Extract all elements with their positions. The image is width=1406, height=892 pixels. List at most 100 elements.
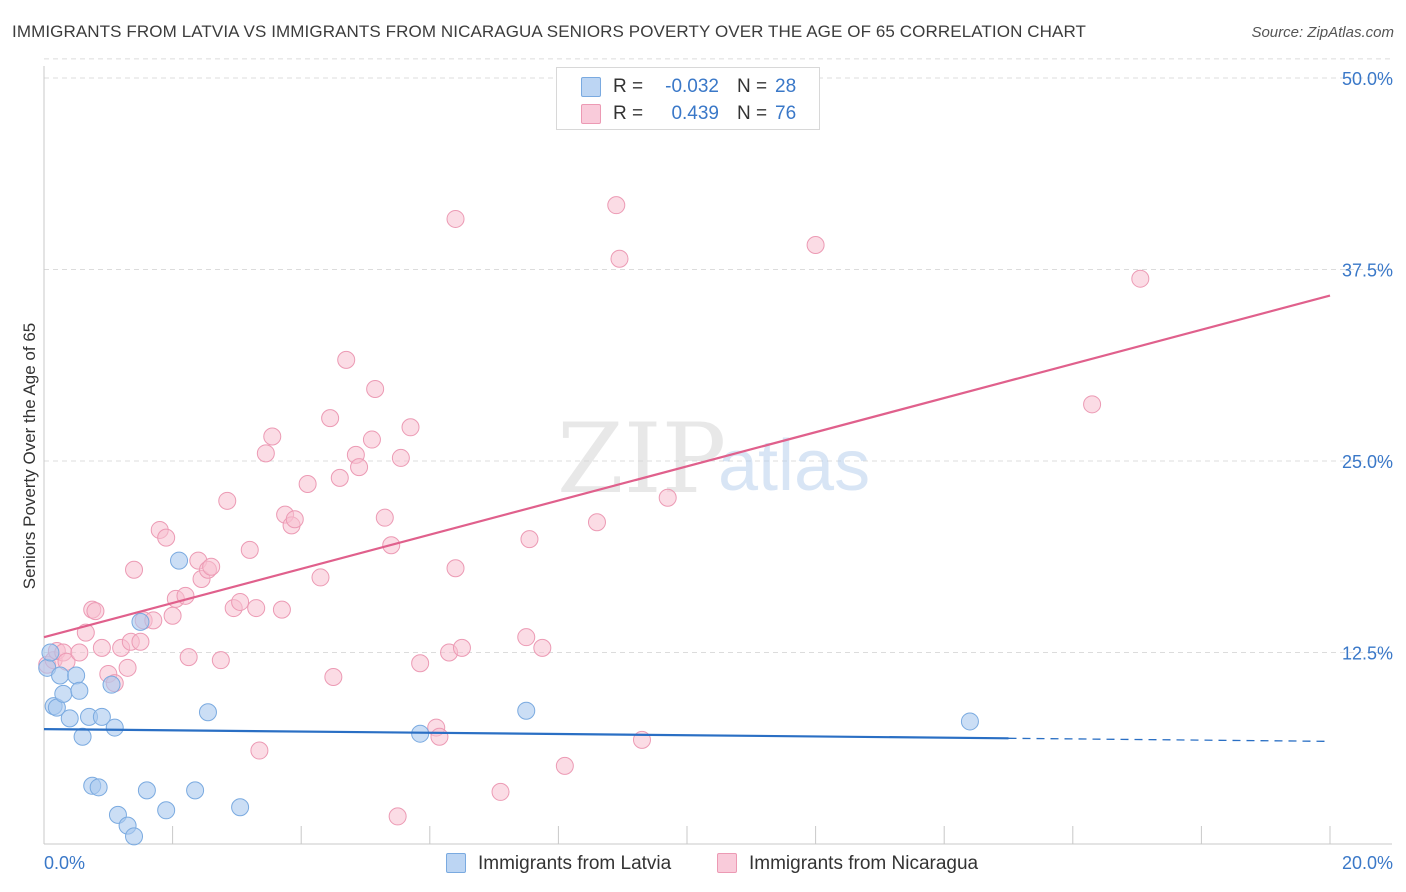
legend-r-value-nicaragua: 0.439 — [671, 103, 719, 124]
nicaragua-point — [607, 196, 626, 215]
nicaragua-point — [70, 643, 89, 662]
x-tick-label-min: 0.0% — [44, 853, 85, 873]
nicaragua-point — [321, 409, 340, 428]
latvia-point — [67, 666, 86, 685]
correlation-legend: R = -0.032 N = 28 R = 0.439 N = 76 — [556, 67, 820, 130]
nicaragua-point — [366, 379, 385, 398]
legend-n-value-latvia: 28 — [775, 76, 797, 97]
nicaragua-point — [430, 727, 449, 746]
latvia-point — [73, 727, 92, 746]
latvia-trend-line — [43, 728, 1009, 740]
nicaragua-point — [157, 528, 176, 547]
nicaragua-point — [806, 235, 825, 254]
nicaragua-point — [247, 599, 266, 618]
nicaragua-point — [375, 508, 394, 527]
bottom-legend-label-nicaragua: Immigrants from Nicaragua — [749, 853, 979, 874]
latvia-point — [54, 684, 73, 703]
nicaragua-point — [298, 474, 317, 493]
latvia-point — [102, 675, 121, 694]
watermark-zip: ZIP — [557, 403, 726, 515]
bottom-legend-label-latvia: Immigrants from Latvia — [478, 853, 672, 874]
nicaragua-point — [218, 491, 237, 510]
nicaragua-point — [272, 600, 291, 619]
latvia-point — [125, 827, 144, 846]
tick-label-layer: 12.5% 25.0% 37.5% 50.0% 0.0% 20.0% — [44, 69, 1393, 873]
y-axis-label: Seniors Poverty Over the Age of 65 — [20, 322, 39, 590]
grid-layer — [44, 58, 1392, 653]
nicaragua-point — [202, 557, 221, 576]
nicaragua-point — [388, 807, 407, 826]
latvia-point — [960, 712, 979, 731]
nicaragua-point — [211, 651, 230, 670]
nicaragua-point — [446, 559, 465, 578]
latvia-point — [198, 703, 217, 722]
latvia-point — [51, 666, 70, 685]
nicaragua-point — [163, 606, 182, 625]
nicaragua-point — [92, 638, 111, 657]
legend-n-label-nicaragua: N = — [737, 103, 768, 124]
nicaragua-point — [285, 510, 304, 529]
latvia-point — [517, 701, 536, 720]
source-label: Source: ZipAtlas.com — [1251, 24, 1394, 41]
nicaragua-point — [401, 418, 420, 437]
nicaragua-point — [179, 648, 198, 667]
bottom-legend-swatch-latvia — [446, 853, 466, 873]
nicaragua-point — [125, 560, 144, 579]
legend-r-label-latvia: R = — [613, 76, 644, 97]
x-tick-label-max: 20.0% — [1342, 853, 1393, 873]
nicaragua-point — [491, 782, 510, 801]
points-layer — [38, 196, 1150, 846]
latvia-point — [60, 709, 79, 728]
nicaragua-point — [231, 592, 250, 611]
axis-layer — [43, 66, 1392, 845]
legend-r-label-nicaragua: R = — [613, 103, 644, 124]
nicaragua-trend-line — [43, 294, 1331, 639]
legend-r-value-latvia: -0.032 — [665, 76, 719, 97]
nicaragua-point — [337, 350, 356, 369]
nicaragua-point — [610, 249, 629, 268]
latvia-point — [70, 681, 89, 700]
latvia-point — [186, 781, 205, 800]
y-tick-label: 50.0% — [1342, 69, 1393, 89]
y-tick-label: 25.0% — [1342, 452, 1393, 472]
nicaragua-point — [587, 513, 606, 532]
nicaragua-point — [391, 448, 410, 467]
latvia-point — [92, 707, 111, 726]
latvia-point — [41, 643, 60, 662]
nicaragua-point — [131, 632, 150, 651]
trend-layer — [43, 294, 1331, 743]
nicaragua-point — [250, 741, 269, 760]
latvia-point — [131, 612, 150, 631]
watermark: ZIP atlas — [557, 403, 870, 515]
nicaragua-point — [555, 756, 574, 775]
nicaragua-point — [324, 668, 343, 687]
latvia-point — [231, 798, 250, 817]
y-tick-label: 12.5% — [1342, 644, 1393, 664]
latvia-point — [89, 778, 108, 797]
nicaragua-point — [240, 540, 259, 559]
nicaragua-point — [520, 530, 539, 549]
nicaragua-point — [86, 602, 105, 621]
nicaragua-point — [452, 638, 471, 657]
nicaragua-point — [658, 488, 677, 507]
legend-swatch-latvia — [581, 77, 601, 97]
nicaragua-point — [256, 444, 275, 463]
legend-swatch-nicaragua — [581, 104, 601, 124]
latvia-point — [170, 551, 189, 570]
nicaragua-point — [1131, 269, 1150, 288]
nicaragua-point — [330, 468, 349, 487]
y-tick-label: 37.5% — [1342, 261, 1393, 281]
legend-n-value-nicaragua: 76 — [775, 103, 797, 124]
latvia-point — [105, 718, 124, 737]
nicaragua-point — [311, 568, 330, 587]
nicaragua-point — [362, 430, 381, 449]
latvia-point — [157, 801, 176, 820]
nicaragua-point — [517, 628, 536, 647]
nicaragua-point — [446, 209, 465, 228]
latvia-trend-line-extension — [1008, 737, 1331, 743]
nicaragua-point — [533, 638, 552, 657]
chart-title: IMMIGRANTS FROM LATVIA VS IMMIGRANTS FRO… — [12, 22, 1087, 41]
watermark-atlas: atlas — [718, 426, 870, 506]
legend-n-label-latvia: N = — [737, 76, 768, 97]
